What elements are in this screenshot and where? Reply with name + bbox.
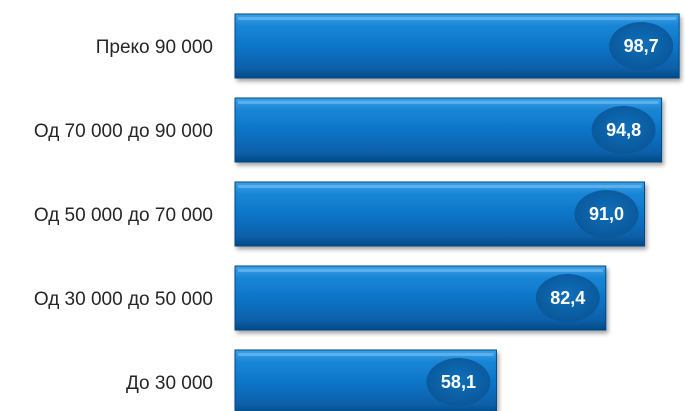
bar-highlight [238, 353, 494, 356]
value-label: 98,7 [624, 36, 659, 56]
category-label: Преко 90 000 [96, 37, 213, 58]
category-label: Од 30 000 до 50 000 [34, 289, 213, 310]
value-label: 58,1 [441, 372, 476, 392]
bar-highlight [238, 101, 659, 104]
value-label: 91,0 [589, 204, 624, 224]
bars-layer: Преко 90 000 98,7Од 70 000 до 90 000 94,8О… [34, 13, 680, 411]
bar-highlight [238, 17, 677, 20]
bar-group: Од 50 000 до 70 000 91,0 [34, 181, 645, 247]
value-label: 82,4 [550, 288, 585, 308]
bar-highlight [238, 185, 642, 188]
bar-group: Од 30 000 до 50 000 82,4 [34, 265, 607, 331]
value-bubble [609, 22, 674, 70]
bar-group: До 30 000 58,1 [126, 349, 497, 411]
category-label: Од 70 000 до 90 000 [34, 121, 213, 142]
bar-highlight [238, 269, 603, 272]
bar [234, 13, 680, 79]
value-bubble [535, 274, 600, 322]
value-bubble [591, 106, 656, 154]
bar-group: Од 70 000 до 90 000 94,8 [34, 97, 663, 163]
value-bubble [426, 358, 491, 406]
category-label: До 30 000 [126, 373, 213, 394]
value-bubble [574, 190, 639, 238]
bar-group: Преко 90 000 98,7 [96, 13, 680, 79]
value-label: 94,8 [606, 120, 641, 140]
category-label: Од 50 000 до 70 000 [34, 205, 213, 226]
bar [234, 97, 663, 163]
